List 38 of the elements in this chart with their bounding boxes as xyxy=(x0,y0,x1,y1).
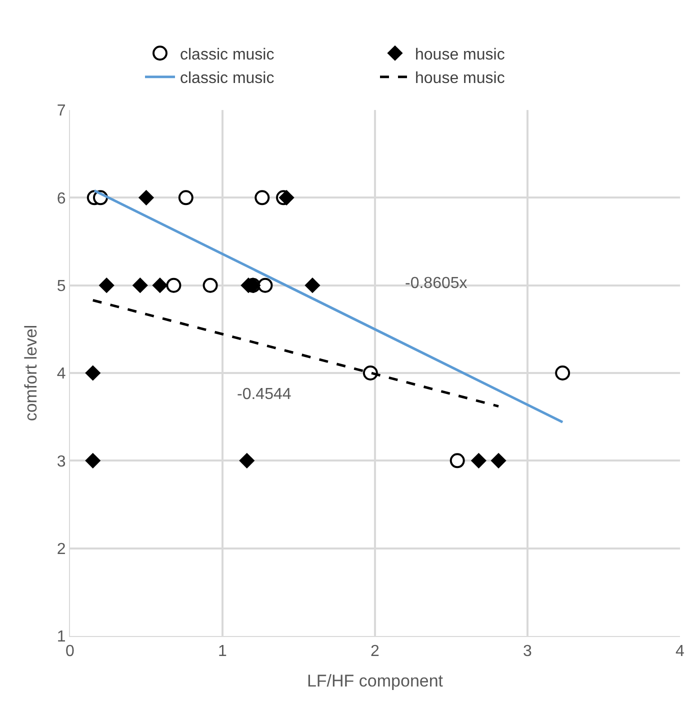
y-tick-label: 6 xyxy=(56,190,66,208)
x-tick-label: 3 xyxy=(523,643,532,660)
y-tick-label: 7 xyxy=(56,102,66,120)
point xyxy=(98,278,114,294)
legend-label: classic music xyxy=(180,70,274,88)
x-axis-title: LF/HF component xyxy=(306,672,444,691)
point xyxy=(470,452,486,468)
y-tick-label: 4 xyxy=(56,366,66,383)
point xyxy=(555,366,570,380)
x-tick-label: 4 xyxy=(676,643,685,660)
annotation: -0.4544 xyxy=(237,386,292,403)
y-tick-label: 1 xyxy=(56,628,66,646)
point xyxy=(490,452,506,468)
point xyxy=(85,365,101,381)
point xyxy=(304,278,320,294)
point xyxy=(239,452,255,468)
x-tick-label: 1 xyxy=(218,643,228,660)
point xyxy=(138,190,154,206)
annotation: -0.8605x xyxy=(405,275,468,292)
y-tick-label: 2 xyxy=(56,540,66,558)
point xyxy=(152,278,168,294)
legend-label: house music xyxy=(415,46,505,64)
y-tick-label: 3 xyxy=(56,453,66,470)
point xyxy=(254,190,270,206)
x-tick-label: 0 xyxy=(66,643,75,660)
y-axis-title: comfort level xyxy=(21,324,40,422)
point xyxy=(202,278,218,293)
point xyxy=(450,453,465,468)
point xyxy=(166,278,182,293)
point xyxy=(278,190,294,206)
point xyxy=(132,278,148,294)
y-tick-label: 5 xyxy=(56,278,66,295)
x-tick-label: 2 xyxy=(370,643,380,660)
point xyxy=(258,278,273,293)
point xyxy=(85,452,101,468)
point xyxy=(178,190,194,206)
legend-label: house music xyxy=(415,70,505,88)
legend-label: classic music xyxy=(180,46,274,64)
